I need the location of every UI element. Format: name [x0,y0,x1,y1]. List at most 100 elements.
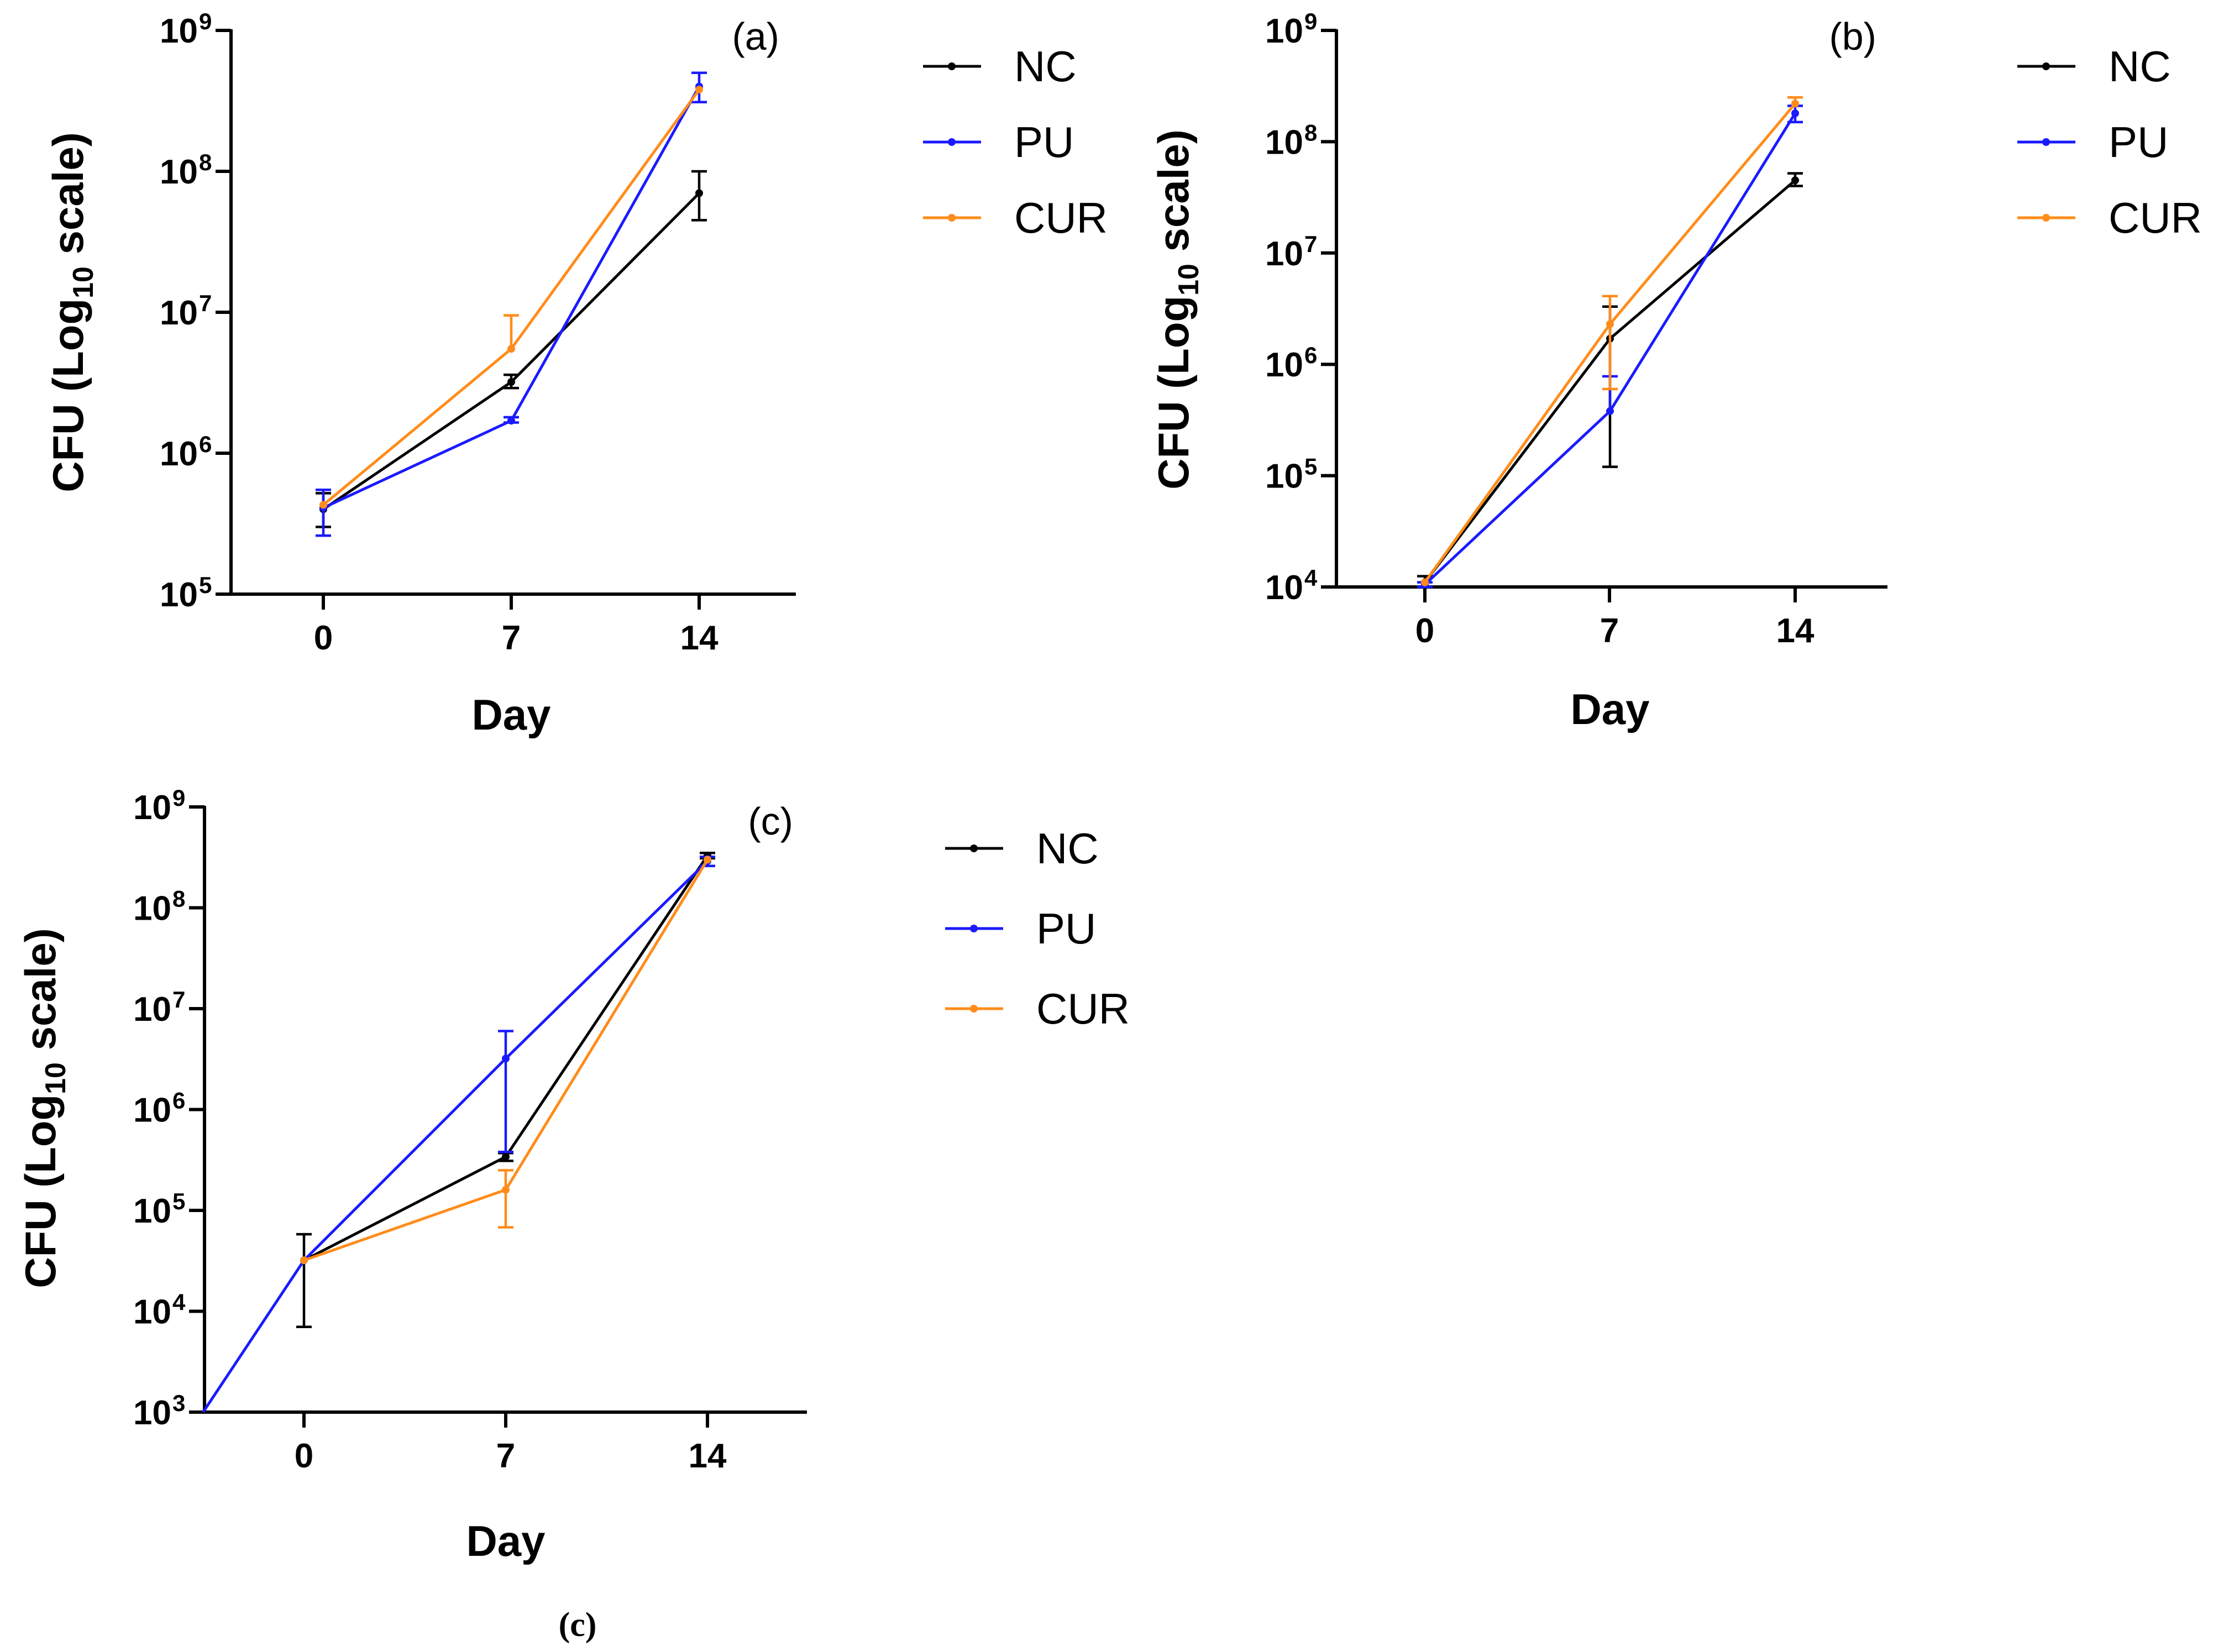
y-tick-exponent: 7 [1304,231,1317,257]
data-point [1791,176,1799,185]
series-pu [1417,104,1803,589]
x-axis-title: Day [1570,685,1649,733]
y-tick-exponent: 9 [199,8,212,34]
y-tick-exponent: 5 [1304,454,1317,480]
legend-label: NC [1036,824,1099,873]
panel-tag: (b) [1829,15,1876,58]
data-point [300,1256,308,1265]
data-point [502,1153,510,1161]
legend-marker [2042,62,2050,70]
y-tick-label: 10 [160,12,198,50]
y-tick-label: 10 [133,990,171,1029]
y-tick-label: 10 [133,1293,171,1331]
y-tick-exponent: 8 [1304,119,1317,145]
y-tick-exponent: 8 [199,149,212,175]
x-axis-title: Day [466,1517,545,1565]
y-axis-title: CFU (Log10 scale) [44,132,99,492]
series-pu [202,856,715,1413]
x-tick-label: 0 [314,619,333,657]
data-point [502,1055,510,1063]
x-tick-label: 7 [502,619,521,657]
series-cur [1421,96,1803,586]
x-tick-label: 14 [689,1437,727,1475]
x-tick-label: 0 [1415,612,1434,650]
y-axis-title: CFU (Log10 scale) [1149,129,1205,490]
legend-label: CUR [1014,193,1108,242]
y-tick-exponent: 9 [1304,8,1317,34]
y-tick-label: 10 [133,1092,171,1130]
y-tick-label: 10 [160,576,198,614]
y-tick-label: 10 [160,435,198,473]
x-tick-label: 0 [295,1437,313,1475]
legend-label: CUR [1036,984,1130,1033]
y-tick-label: 10 [160,153,198,191]
legend-marker [970,925,978,932]
y-axis-title: CFU (Log10 scale) [16,928,72,1288]
y-tick-exponent: 6 [1304,342,1317,368]
data-point [695,86,703,94]
legend-marker [948,62,956,70]
legend-label: CUR [2109,193,2202,242]
legend-marker [2042,138,2050,146]
data-point [502,1186,510,1194]
legend-marker [948,138,956,146]
y-tick-label: 10 [1265,12,1303,50]
data-point [1791,99,1799,108]
y-tick-label: 10 [133,789,171,827]
legend-marker [970,1005,978,1013]
data-point [1606,320,1614,328]
data-point [695,189,703,197]
y-tick-exponent: 6 [199,431,212,457]
data-point [507,345,515,353]
series-line [322,86,701,510]
y-tick-label: 10 [1265,346,1303,384]
y-tick-exponent: 6 [172,1088,185,1114]
series-line [322,88,701,506]
y-tick-label: 10 [1265,235,1303,273]
data-point [704,856,711,864]
series-cur [300,856,711,1265]
series-cur [319,86,703,509]
figure-caption: (c) [559,1606,597,1644]
x-tick-label: 7 [1600,612,1619,650]
x-axis-title: Day [471,690,550,739]
y-tick-label: 10 [1265,458,1303,496]
y-tick-exponent: 4 [1304,565,1318,591]
legend-label: PU [2109,118,2168,166]
data-point [1421,578,1429,586]
x-tick-label: 14 [680,619,719,657]
y-tick-exponent: 9 [172,785,185,811]
legend-marker [970,845,978,852]
y-tick-label: 10 [133,1192,171,1230]
panel-tag: (a) [732,15,779,58]
y-tick-label: 10 [160,294,198,332]
y-tick-exponent: 8 [172,886,185,912]
legend-label: PU [1036,904,1096,953]
data-point [319,501,327,509]
y-tick-exponent: 3 [172,1390,185,1416]
series-pu [316,71,707,537]
data-point [1606,407,1614,415]
series-line [202,860,709,1413]
y-tick-exponent: 7 [199,290,212,316]
data-point [1791,109,1799,117]
x-tick-label: 7 [496,1437,515,1475]
y-tick-label: 10 [133,890,171,928]
data-point [507,417,515,425]
legend-label: NC [2109,42,2171,91]
legend-label: PU [1014,118,1074,166]
legend-marker [2042,214,2050,222]
data-point [507,378,515,386]
y-tick-exponent: 5 [172,1188,185,1214]
y-tick-label: 10 [1265,569,1303,607]
legend-label: NC [1014,42,1077,91]
legend-marker [948,214,956,222]
y-tick-exponent: 5 [199,572,212,598]
y-tick-exponent: 4 [172,1289,186,1315]
y-tick-label: 10 [1265,123,1303,161]
y-tick-label: 10 [133,1394,171,1432]
